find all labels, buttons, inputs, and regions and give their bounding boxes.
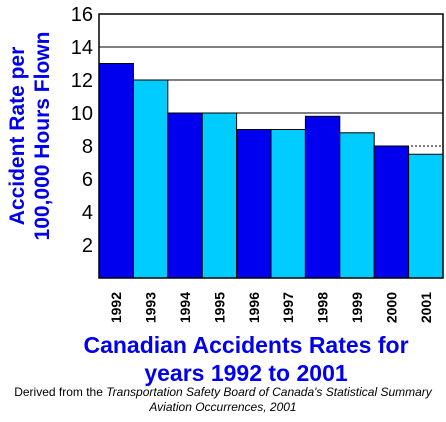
chart-title-line-2: years 1992 to 2001: [144, 360, 348, 386]
bar-1993: [132, 79, 169, 279]
bar-1995: [201, 112, 238, 279]
y-tick-label-4: 4: [82, 202, 93, 224]
x-tick-label-1998: 1998: [315, 292, 331, 323]
bar-2000: [373, 145, 410, 279]
x-tick-label-2000: 2000: [383, 292, 399, 323]
source-note-line-1: Derived from the Transportation Safety B…: [0, 385, 446, 399]
x-tick-label-1997: 1997: [280, 292, 296, 323]
source-note-line-2: Aviation Occurrences, 2001: [149, 400, 297, 414]
x-tick-label-1993: 1993: [143, 292, 159, 323]
x-tick-label-1992: 1992: [108, 292, 124, 323]
bar-1997: [270, 129, 306, 279]
x-tick-label-2001: 2001: [418, 292, 434, 323]
y-tick-label-12: 12: [71, 70, 93, 92]
y-axis-label-line-2: 100,000 Hours Flown: [31, 32, 54, 241]
y-tick-label-16: 16: [71, 4, 93, 26]
axes-layer: [98, 13, 444, 279]
bar-1996: [236, 129, 272, 279]
x-tick-label-1999: 1999: [349, 292, 365, 323]
bar-1999: [339, 132, 375, 279]
y-tick-label-2: 2: [82, 235, 93, 257]
x-tick-label-1996: 1996: [246, 292, 262, 323]
source-publication: Transportation Safety Board of Canada's …: [106, 385, 432, 399]
y-tick-label-6: 6: [82, 169, 93, 191]
x-tick-label-1995: 1995: [211, 292, 227, 323]
bar-2001: [408, 153, 444, 279]
x-tick-labels: 1992 1993 1994 1995 1996 1997 1998 1999 2000 2001: [108, 292, 434, 323]
bar-1998: [304, 115, 341, 279]
source-prefix: Derived from the: [14, 385, 107, 399]
y-axis-label-line-1: Accident Rate per: [6, 47, 29, 226]
y-tick-label-8: 8: [82, 136, 93, 158]
plot-frame: [98, 13, 444, 279]
bar-1994: [167, 112, 203, 279]
y-tick-label-14: 14: [71, 37, 93, 59]
chart-title-line-1: Canadian Accidents Rates for: [83, 332, 408, 358]
y-tick-label-10: 10: [71, 103, 93, 125]
bars-layer: [98, 63, 444, 279]
x-tick-label-1994: 1994: [177, 292, 193, 323]
y-tick-labels: 2 4 6 8 10 12 14 16: [71, 4, 93, 257]
bar-1992: [98, 63, 134, 279]
